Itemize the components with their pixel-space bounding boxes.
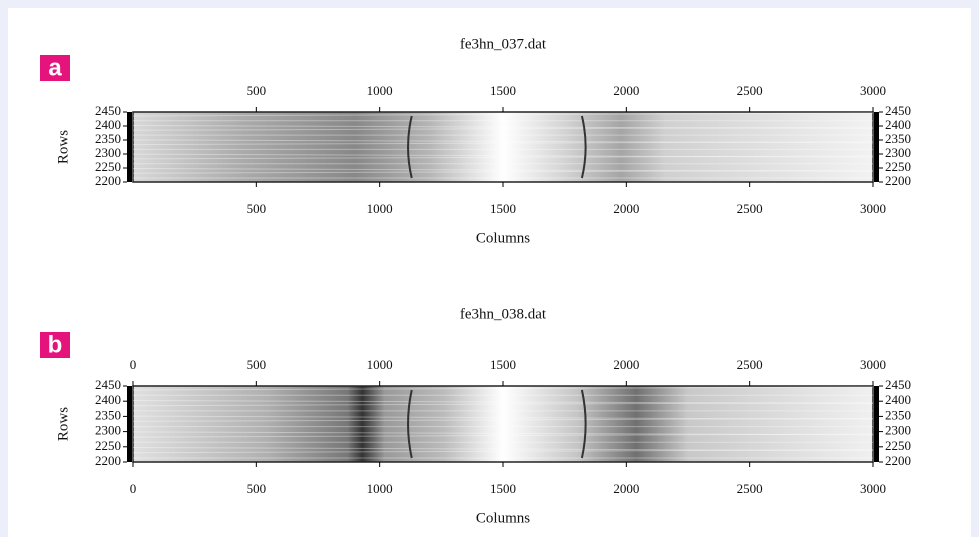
y-tick-label-left: 2350 — [95, 407, 121, 422]
y-tick-label-right: 2250 — [885, 438, 911, 453]
x-tick-label-top: 1500 — [490, 357, 516, 372]
right-bar — [874, 386, 879, 462]
y-tick-label-left: 2450 — [95, 377, 121, 392]
chart-title: fe3hn_037.dat — [460, 36, 547, 52]
image-streak — [132, 139, 874, 144]
image-streak — [132, 386, 874, 391]
y-tick-label-right: 2400 — [885, 117, 911, 132]
y-tick-label-right: 2300 — [885, 145, 911, 160]
x-axis-title: Columns — [476, 510, 530, 526]
image-streak — [132, 167, 874, 172]
image-streak — [132, 447, 874, 452]
image-streak — [132, 153, 874, 158]
y-tick-label-left: 2200 — [95, 173, 121, 188]
x-tick-label-top: 500 — [247, 83, 267, 98]
x-tick-label-bottom: 0 — [130, 481, 137, 496]
x-tick-label-top: 1000 — [367, 357, 393, 372]
x-tick-label-bottom: 1500 — [490, 201, 516, 216]
y-tick-label-right: 2350 — [885, 131, 911, 146]
x-tick-label-bottom: 2000 — [613, 481, 639, 496]
left-bar — [127, 112, 132, 182]
image-streak — [132, 415, 874, 420]
y-tick-label-right: 2300 — [885, 423, 911, 438]
x-tick-label-bottom: 500 — [247, 481, 267, 496]
x-tick-label-top: 2500 — [737, 357, 763, 372]
x-tick-label-top: 1000 — [367, 83, 393, 98]
y-tick-label-left: 2350 — [95, 131, 121, 146]
shadow-edge — [580, 115, 587, 179]
y-tick-label-right: 2450 — [885, 377, 911, 392]
x-tick-label-bottom: 3000 — [860, 201, 886, 216]
right-bar — [874, 112, 879, 182]
detector-image — [132, 385, 874, 463]
x-tick-label-top: 3000 — [860, 83, 886, 98]
image-streak — [132, 141, 874, 146]
image-streak — [132, 417, 874, 422]
y-tick-label-left: 2400 — [95, 392, 121, 407]
image-streak — [132, 126, 874, 131]
y-tick-label-right: 2200 — [885, 173, 911, 188]
image-streak — [132, 169, 874, 174]
panel-label: b — [48, 331, 63, 358]
x-tick-label-bottom: 1000 — [367, 201, 393, 216]
y-tick-label-right: 2400 — [885, 392, 911, 407]
y-tick-label-left: 2400 — [95, 117, 121, 132]
x-tick-label-bottom: 3000 — [860, 481, 886, 496]
y-axis-title: Rows — [55, 130, 71, 164]
image-streak — [132, 433, 874, 438]
x-tick-label-top: 1500 — [490, 83, 516, 98]
y-tick-label-left: 2200 — [95, 453, 121, 468]
x-tick-label-top: 2000 — [613, 357, 639, 372]
shadow-edge — [407, 389, 413, 459]
y-tick-label-right: 2200 — [885, 453, 911, 468]
y-axis-title: Rows — [55, 407, 71, 441]
x-tick-label-bottom: 500 — [247, 201, 267, 216]
x-tick-label-top: 500 — [247, 357, 267, 372]
x-axis-title: Columns — [476, 230, 530, 246]
y-tick-label-right: 2450 — [885, 103, 911, 118]
shadow-edge — [407, 115, 413, 179]
x-tick-label-top: 2500 — [737, 83, 763, 98]
y-tick-label-left: 2300 — [95, 145, 121, 160]
image-streak — [132, 399, 874, 404]
y-tick-label-left: 2300 — [95, 423, 121, 438]
image-streak — [132, 449, 874, 454]
x-tick-label-top: 3000 — [860, 357, 886, 372]
image-streak — [132, 431, 874, 436]
panel-label: a — [48, 54, 62, 81]
y-tick-label-left: 2250 — [95, 438, 121, 453]
image-streak — [132, 402, 874, 407]
x-tick-label-bottom: 1000 — [367, 481, 393, 496]
x-tick-label-top: 2000 — [613, 83, 639, 98]
x-tick-label-top: 0 — [130, 357, 137, 372]
chart-title: fe3hn_038.dat — [460, 306, 547, 322]
shadow-edge — [580, 389, 587, 459]
y-tick-label-right: 2350 — [885, 407, 911, 422]
panel-label-box — [40, 332, 70, 358]
y-tick-label-left: 2450 — [95, 103, 121, 118]
x-tick-label-bottom: 2500 — [737, 201, 763, 216]
image-streak — [132, 155, 874, 160]
x-tick-label-bottom: 2000 — [613, 201, 639, 216]
x-tick-label-bottom: 1500 — [490, 481, 516, 496]
y-tick-label-right: 2250 — [885, 159, 911, 174]
image-streak — [132, 125, 874, 130]
x-tick-label-bottom: 2500 — [737, 481, 763, 496]
image-streak — [132, 112, 874, 117]
y-tick-label-left: 2250 — [95, 159, 121, 174]
panel-label-box — [40, 55, 70, 81]
left-bar — [127, 386, 132, 462]
